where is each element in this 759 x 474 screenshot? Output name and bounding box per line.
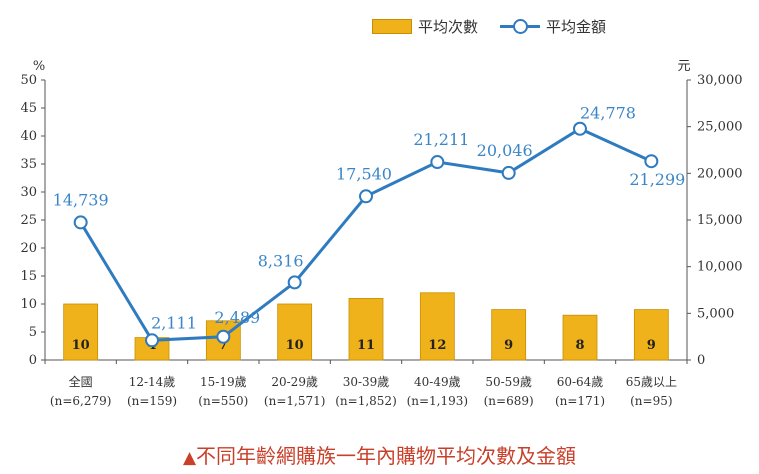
x-sample-size-label: (n=1,193): [407, 394, 469, 408]
line-point: [287, 275, 302, 290]
x-category-label: 65歲以上: [626, 375, 677, 389]
x-sample-size-label: (n=1,852): [335, 394, 397, 408]
bar: [562, 314, 598, 361]
x-sample-size-label: (n=6,279): [50, 394, 112, 408]
line-value-label: 21,211: [413, 130, 469, 149]
line-point: [573, 121, 587, 136]
x-category-label: 12-14歲: [129, 375, 176, 389]
left-tick-label: 20: [20, 241, 37, 256]
bar: [491, 309, 527, 361]
x-category-label: 20-29歲: [271, 375, 318, 389]
bar-value-label: 11: [357, 338, 375, 353]
line-value-label: 8,316: [258, 251, 304, 270]
legend-line-label: 平均金額: [546, 17, 607, 36]
bar-value-label: 9: [504, 338, 513, 353]
bar-value-label: 9: [647, 338, 656, 353]
x-category-label: 全國: [69, 374, 93, 389]
bar: [348, 297, 384, 361]
left-tick-label: 10: [20, 297, 37, 312]
bar-value-label: 8: [575, 338, 584, 353]
x-category-label: 40-49歲: [414, 375, 461, 389]
bar-value-label: 7: [219, 338, 228, 353]
x-category-label: 30-39歲: [343, 375, 390, 389]
legend-bar-label: 平均次數: [418, 17, 479, 36]
right-tick-label: 10,000: [697, 260, 743, 275]
bar: [63, 303, 99, 361]
legend: 平均次數 平均金額: [372, 14, 606, 38]
line-value-label: 24,778: [580, 104, 636, 123]
right-tick-label: 15,000: [697, 213, 743, 228]
left-tick-label: 35: [20, 157, 37, 172]
x-sample-size-label: (n=550): [198, 394, 248, 408]
left-tick-label: 30: [20, 185, 37, 200]
line-value-label: 17,540: [336, 164, 392, 183]
right-tick-label: 25,000: [697, 120, 743, 135]
x-category-label: 60-64歲: [557, 375, 604, 389]
x-category-label: 50-59歲: [485, 375, 532, 389]
right-tick-label: 5,000: [697, 306, 734, 321]
x-sample-size-label: (n=1,571): [264, 394, 326, 408]
right-tick-label: 0: [697, 353, 705, 368]
bar: [277, 303, 313, 361]
left-tick-label: 25: [20, 213, 37, 228]
left-tick-label: 45: [20, 101, 37, 116]
bar-value-label: 12: [428, 338, 446, 353]
left-tick-label: 0: [29, 353, 37, 368]
bar-value-label: 10: [72, 338, 90, 353]
bar: [419, 292, 455, 361]
line-value-label: 20,046: [477, 141, 533, 160]
line-point: [644, 154, 659, 169]
line-point: [145, 333, 159, 348]
left-axis-unit: %: [33, 59, 45, 74]
left-tick-label: 40: [20, 129, 37, 144]
x-sample-size-label: (n=171): [555, 394, 605, 408]
legend-bar-swatch: [372, 18, 412, 34]
x-sample-size-label: (n=159): [127, 394, 177, 408]
x-category-label: 15-19歲: [200, 375, 247, 389]
line-point: [430, 155, 445, 170]
line-point: [501, 165, 516, 180]
combo-chart: 0 5 10 15 20 25 30 35 40 45 50% 0 5,000 10,000 15,000 2…: [20, 59, 743, 408]
line-value-label: 14,739: [53, 190, 109, 209]
chart-caption: ▲不同年齡網購族一年內購物平均次數及金額: [0, 440, 759, 469]
line-point: [359, 189, 373, 204]
right-tick-label: 20,000: [697, 166, 743, 181]
x-sample-size-label: (n=95): [630, 394, 672, 408]
bar: [633, 309, 669, 361]
line-point: [216, 329, 231, 344]
line-point: [73, 215, 88, 230]
line-value-label: 2,111: [151, 313, 197, 332]
right-axis-unit: 元: [677, 59, 690, 74]
left-tick-label: 15: [20, 269, 37, 284]
left-tick-label: 50: [20, 73, 37, 88]
caption-text: 不同年齡網購族一年內購物平均次數及金額: [196, 444, 577, 468]
legend-line-marker: [500, 19, 541, 34]
left-tick-label: 5: [29, 325, 37, 340]
line-value-label: 2,489: [214, 308, 260, 327]
right-tick-label: 30,000: [697, 73, 743, 88]
triangle-icon: ▲: [182, 448, 197, 468]
x-sample-size-label: (n=689): [484, 394, 534, 408]
line-value-label: 21,299: [629, 170, 685, 189]
bar-value-label: 10: [286, 338, 304, 353]
